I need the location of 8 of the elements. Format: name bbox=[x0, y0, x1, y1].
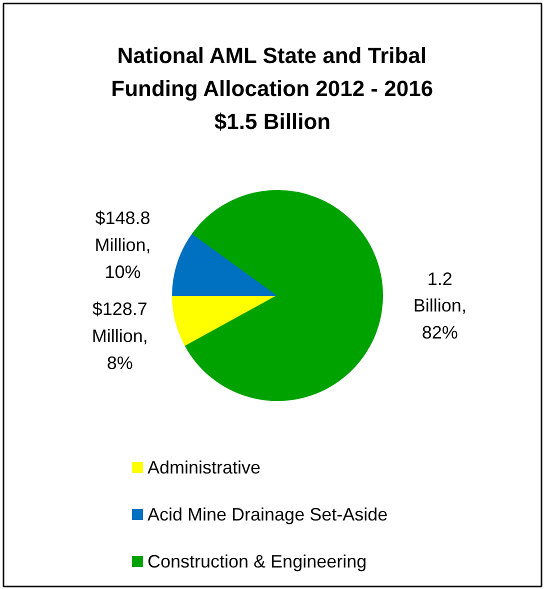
data-label: 1.2 Billion, 82% bbox=[413, 269, 466, 343]
chart-subtitle: $1.5 Billion bbox=[214, 109, 331, 134]
data-label: $128.7 Million, 8% bbox=[92, 298, 148, 373]
data-label: $148.8 Million, 10% bbox=[94, 208, 151, 282]
legend-label: Administrative bbox=[148, 458, 261, 478]
legend-label: Construction & Engineering bbox=[148, 552, 367, 572]
chart-title: National AML State and Tribal Funding Allocation 2012 - 2016 bbox=[111, 43, 434, 101]
legend-label: Acid Mine Drainage Set-Aside bbox=[148, 504, 388, 524]
